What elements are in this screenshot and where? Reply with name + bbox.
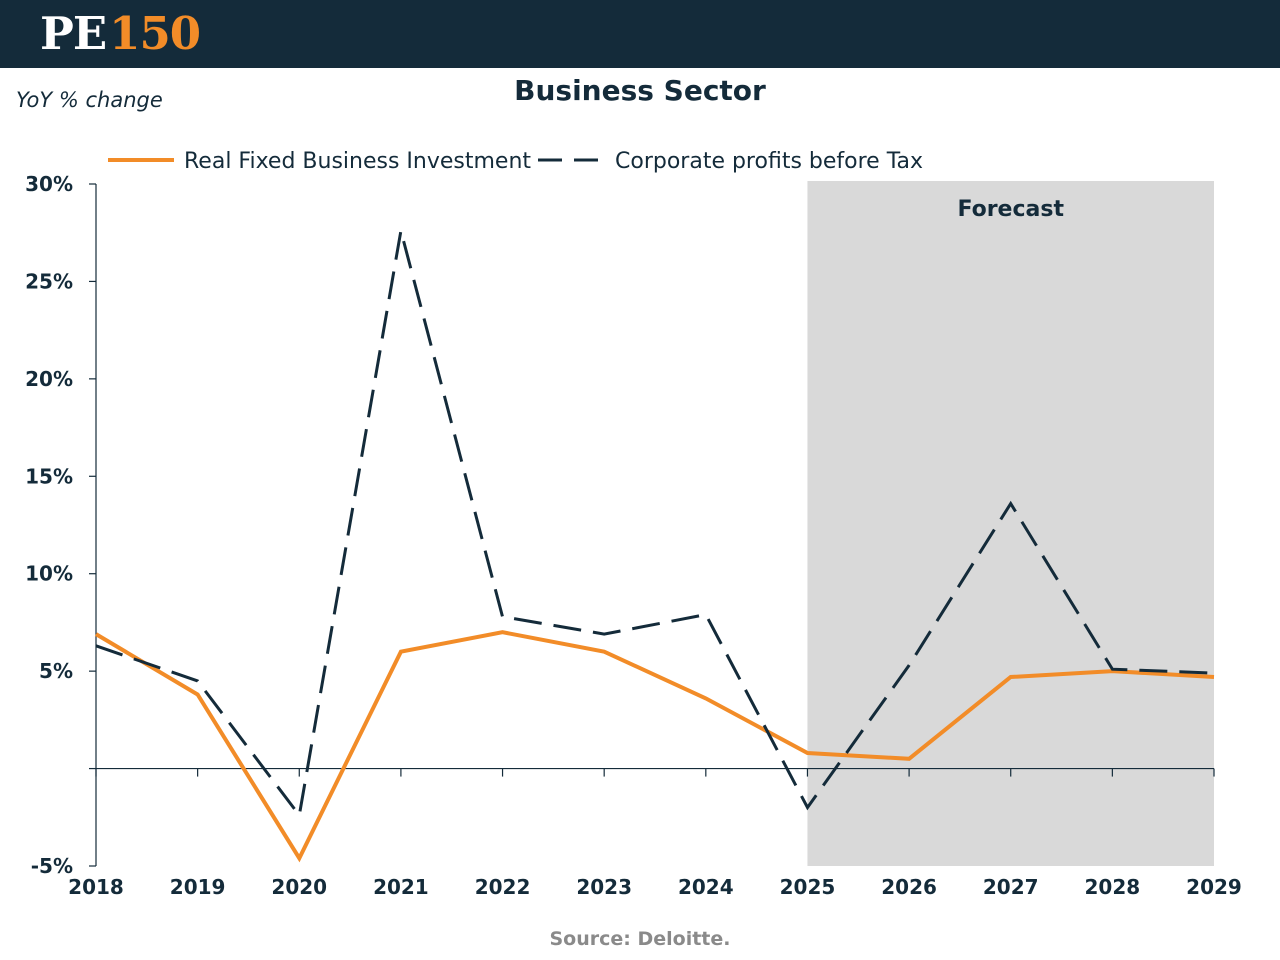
x-tick-label: 2019: [170, 875, 226, 899]
x-tick-label: 2027: [983, 875, 1039, 899]
forecast-band: [807, 181, 1214, 866]
legend-label-profits: Corporate profits before Tax: [615, 149, 923, 174]
source-note: Source: Deloitte.: [549, 928, 731, 950]
x-tick-label: 2021: [373, 875, 429, 899]
x-tick-label: 2026: [881, 875, 937, 899]
y-tick-label: 30%: [25, 172, 73, 196]
y-axis-unit-label: YoY % change: [16, 88, 163, 112]
y-tick-label: 5%: [39, 659, 73, 683]
y-tick-label: 25%: [25, 269, 73, 293]
logo-pe-text: PE: [40, 7, 107, 60]
series-line-real-fixed-business-investment: [94, 630, 1215, 863]
x-tick-label: 2018: [68, 875, 124, 899]
y-tick-label: 10%: [25, 562, 73, 586]
x-tick-label: 2024: [678, 875, 734, 899]
x-tick-label: 2023: [576, 875, 632, 899]
y-tick-label: 20%: [25, 367, 73, 391]
y-tick-label: 15%: [25, 464, 73, 488]
x-tick-label: 2028: [1085, 875, 1141, 899]
forecast-label: Forecast: [957, 197, 1064, 222]
x-tick-label: 2022: [475, 875, 531, 899]
series-line-corporate-profits-before-tax: [95, 230, 1215, 819]
x-tick-label: 2029: [1186, 875, 1242, 899]
pe150-logo: PE150: [40, 7, 201, 60]
chart-title: Business Sector: [514, 74, 766, 107]
x-tick-label: 2020: [271, 875, 327, 899]
y-tick-label: -5%: [31, 854, 73, 878]
x-tick-label: 2025: [780, 875, 836, 899]
logo-150-text: 150: [109, 7, 201, 60]
brand-header: PE150: [0, 0, 1280, 68]
legend-label-investment: Real Fixed Business Investment: [184, 149, 531, 174]
